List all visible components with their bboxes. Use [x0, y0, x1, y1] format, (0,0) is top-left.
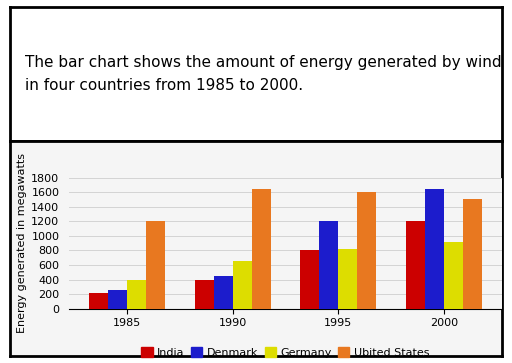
Bar	[251, 189, 271, 309]
Y-axis label: Energy generated in megawatts: Energy generated in megawatts	[17, 153, 27, 333]
Bar	[108, 290, 127, 309]
Bar	[300, 250, 319, 309]
Bar	[146, 221, 165, 309]
Legend: India, Denmark, Germany, Ubited States: India, Denmark, Germany, Ubited States	[137, 343, 434, 362]
Text: The bar chart shows the amount of energy generated by wind
in four countries fro: The bar chart shows the amount of energy…	[25, 55, 502, 94]
Bar	[232, 261, 251, 309]
Bar	[444, 242, 463, 309]
Bar	[214, 276, 232, 309]
Bar	[463, 199, 482, 309]
Bar	[127, 280, 146, 309]
Bar	[425, 189, 444, 309]
Bar	[406, 221, 425, 309]
Bar	[195, 280, 214, 309]
Bar	[338, 249, 357, 309]
Bar	[89, 293, 108, 309]
Bar	[357, 192, 376, 309]
Bar	[319, 221, 338, 309]
